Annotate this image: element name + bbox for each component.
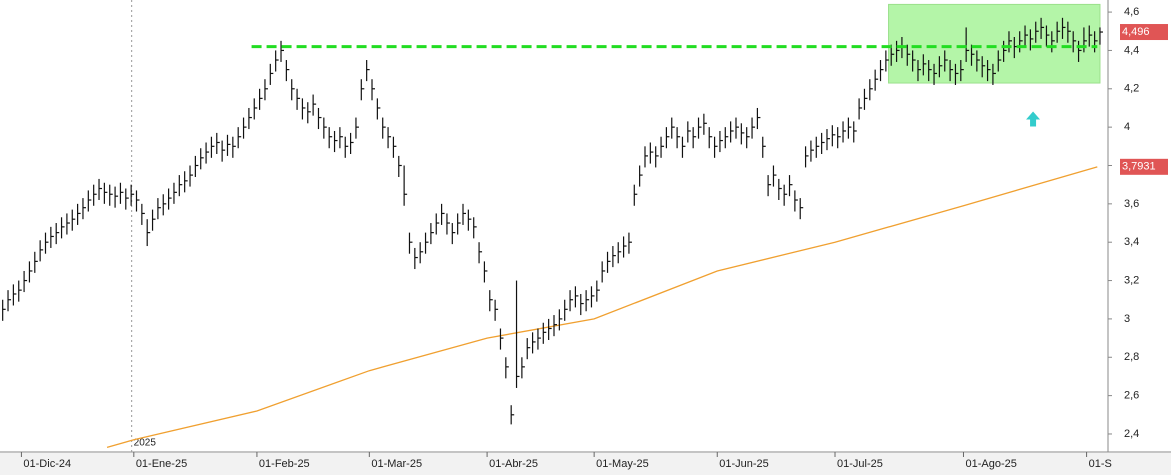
x-tick-label: 01-Jun-25 bbox=[719, 458, 769, 470]
y-tick-label: 2,6 bbox=[1124, 390, 1139, 402]
y-tick-label: 3,6 bbox=[1124, 198, 1139, 210]
y-tick-label: 2,8 bbox=[1124, 351, 1139, 363]
y-tick-label: 4,2 bbox=[1124, 83, 1139, 95]
moving-average bbox=[106, 166, 1098, 449]
y-tick-label: 4 bbox=[1124, 121, 1130, 133]
x-tick-label: 01-Dic-24 bbox=[23, 458, 71, 470]
y-tick-label: 4,4 bbox=[1124, 44, 1139, 56]
highlight-box bbox=[888, 3, 1101, 84]
x-tick-label: 01-Jul-25 bbox=[837, 458, 883, 470]
y-tick-label: 4,6 bbox=[1124, 6, 1139, 18]
x-tick-label: 01-May-25 bbox=[596, 458, 649, 470]
x-tick-label: 01-Feb-25 bbox=[259, 458, 310, 470]
last-label: 4,496 bbox=[1122, 26, 1150, 38]
x-tick-label: 01-Mar-25 bbox=[371, 458, 422, 470]
last-label-box bbox=[1120, 24, 1168, 41]
signal-arrow bbox=[1026, 111, 1041, 127]
x-axis-band bbox=[0, 453, 1171, 475]
year-label: 2025 bbox=[134, 438, 157, 449]
y-tick-label: 3,4 bbox=[1124, 236, 1139, 248]
x-tick-label: 01-Ene-25 bbox=[136, 458, 187, 470]
last-label-box bbox=[1120, 158, 1168, 175]
y-tick-label: 3 bbox=[1124, 313, 1130, 325]
last-label: 3,7931 bbox=[1122, 161, 1156, 173]
y-tick-label: 3,2 bbox=[1124, 274, 1139, 286]
x-tick-label: 01-S bbox=[1089, 458, 1112, 470]
x-tick-label: 01-Abr-25 bbox=[489, 458, 538, 470]
x-tick-label: 01-Ago-25 bbox=[965, 458, 1016, 470]
y-tick-label: 2,4 bbox=[1124, 428, 1139, 440]
